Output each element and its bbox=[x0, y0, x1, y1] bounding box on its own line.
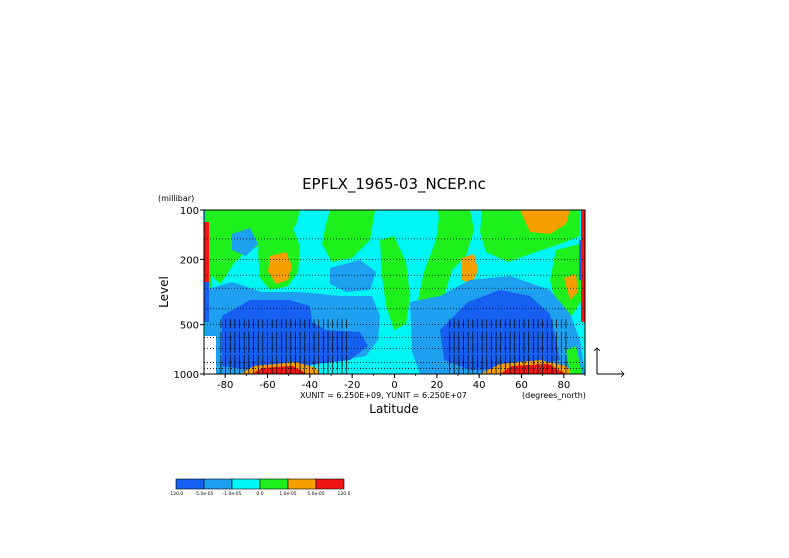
x-tick-label: -20 bbox=[344, 380, 360, 391]
y-tick-label: 200 bbox=[180, 255, 199, 266]
contour-green-upper-left bbox=[212, 210, 300, 284]
x-unit-label: (degrees_north) bbox=[522, 391, 586, 400]
colorbar-swatch bbox=[203, 478, 233, 490]
contour-orange-mid-right bbox=[462, 254, 478, 284]
colorbar-label: -120.0 bbox=[169, 491, 184, 497]
vector-units-label: XUNIT = 6.250E+09, YUNIT = 6.250E+07 bbox=[300, 391, 467, 400]
contour-blue-upper-left bbox=[232, 228, 258, 256]
contour-orange-top-right bbox=[520, 210, 570, 234]
edge-blue-left bbox=[204, 282, 209, 322]
y-axis-ticks: 100 200 500 1000 bbox=[174, 206, 204, 381]
x-tick-label: -80 bbox=[217, 380, 233, 391]
x-tick-label: 20 bbox=[430, 380, 443, 391]
edge-white-left bbox=[204, 336, 216, 374]
x-tick-label: 0 bbox=[391, 380, 397, 391]
x-tick-label: 80 bbox=[557, 380, 570, 391]
contour-red-bottom-left bbox=[252, 366, 308, 374]
colorbar-label: 5.0e-05 bbox=[307, 491, 324, 497]
x-tick-label: 60 bbox=[515, 380, 528, 391]
edge-blue-right bbox=[579, 240, 582, 280]
colorbar-swatch bbox=[175, 478, 205, 490]
colorbar-swatch bbox=[287, 478, 317, 490]
y-axis-label: Level bbox=[157, 276, 171, 308]
contour-green-bottom-right bbox=[566, 346, 582, 374]
y-unit-label: (millibar) bbox=[158, 194, 194, 203]
contour-blue-upper-center bbox=[330, 260, 376, 292]
y-tick-label: 1000 bbox=[174, 370, 199, 381]
colorbar-label: -5.0e-05 bbox=[195, 491, 214, 497]
contour-orange-left bbox=[268, 252, 292, 284]
colorbar-label: 0.0 bbox=[256, 491, 263, 497]
contour-red-bottom-right bbox=[500, 364, 566, 374]
edge-red-left bbox=[204, 222, 209, 282]
x-axis-ticks: -80 -60 -40 -20 0 20 40 60 80 bbox=[203, 374, 586, 391]
y-tick-label: 500 bbox=[180, 321, 199, 332]
colorbar: -120.0 -5.0e-05 -1.0e-05 0.0 1.0e-05 5.0e-05 1… bbox=[169, 478, 351, 497]
contour-green-center-left bbox=[322, 210, 375, 262]
colorbar-label: 1.0e-05 bbox=[279, 491, 296, 497]
y-tick-label: 100 bbox=[180, 206, 199, 217]
chart-title: EPFLX_1965-03_NCEP.nc bbox=[302, 175, 486, 194]
x-tick-label: -60 bbox=[259, 380, 275, 391]
x-axis-label: Latitude bbox=[369, 402, 418, 416]
plot-area bbox=[204, 210, 585, 374]
x-tick-label: 40 bbox=[473, 380, 486, 391]
contour-darkblue-lower-right bbox=[440, 290, 560, 370]
reference-vector bbox=[597, 348, 624, 374]
ep-flux-vectors bbox=[220, 319, 567, 374]
colorbar-swatch bbox=[259, 478, 289, 490]
contour-green-top-right bbox=[418, 210, 462, 300]
colorbar-swatch bbox=[231, 478, 261, 490]
colorbar-swatch bbox=[315, 478, 345, 490]
colorbar-label: 120.0 bbox=[338, 491, 351, 497]
x-tick-label: -40 bbox=[302, 380, 318, 391]
colorbar-label: -1.0e-05 bbox=[223, 491, 242, 497]
edge-red-right bbox=[581, 210, 585, 322]
contour-orange-right bbox=[564, 274, 578, 300]
